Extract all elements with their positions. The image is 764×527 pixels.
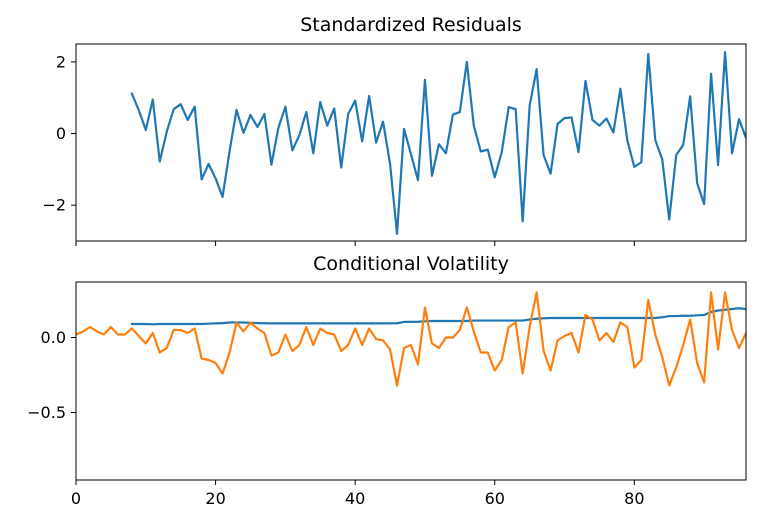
volatility-plot-area	[76, 291, 746, 387]
volatility-chart-title: Conditional Volatility	[313, 253, 509, 275]
residuals-x-axis	[75, 241, 635, 246]
residuals-chart-title: Standardized Residuals	[300, 14, 522, 36]
residuals-y-axis: 2 0 −2	[42, 52, 76, 215]
residuals-axes-frame	[75, 43, 747, 242]
volatility-y-axis: 0.0 −0.5	[27, 328, 76, 422]
residuals-plot-area	[130, 51, 746, 235]
volatility-x-tick-label: 40	[345, 489, 365, 508]
volatility-series-line-1	[76, 291, 746, 387]
volatility-x-tick-label: 0	[71, 489, 81, 508]
volatility-y-tick-label: 0.0	[41, 328, 66, 347]
volatility-x-axis: 0 20 40 60 80	[71, 480, 645, 508]
panel-conditional-volatility: Conditional Volatility 0.0 −0.5 0 20 40 60 80	[27, 253, 747, 508]
residuals-series-line-0	[130, 51, 746, 235]
residuals-y-tick-label: 2	[56, 52, 66, 71]
volatility-x-tick-label: 60	[485, 489, 505, 508]
volatility-x-tick-label: 80	[624, 489, 644, 508]
volatility-y-tick-label: −0.5	[27, 403, 66, 422]
volatility-x-tick-label: 20	[205, 489, 225, 508]
volatility-series-line-0	[130, 307, 746, 326]
panel-standardized-residuals: Standardized Residuals 2 0 −2	[42, 14, 747, 246]
residuals-y-tick-label: −2	[42, 196, 66, 215]
residuals-y-tick-label: 0	[56, 124, 66, 143]
volatility-axes-frame	[75, 281, 747, 481]
